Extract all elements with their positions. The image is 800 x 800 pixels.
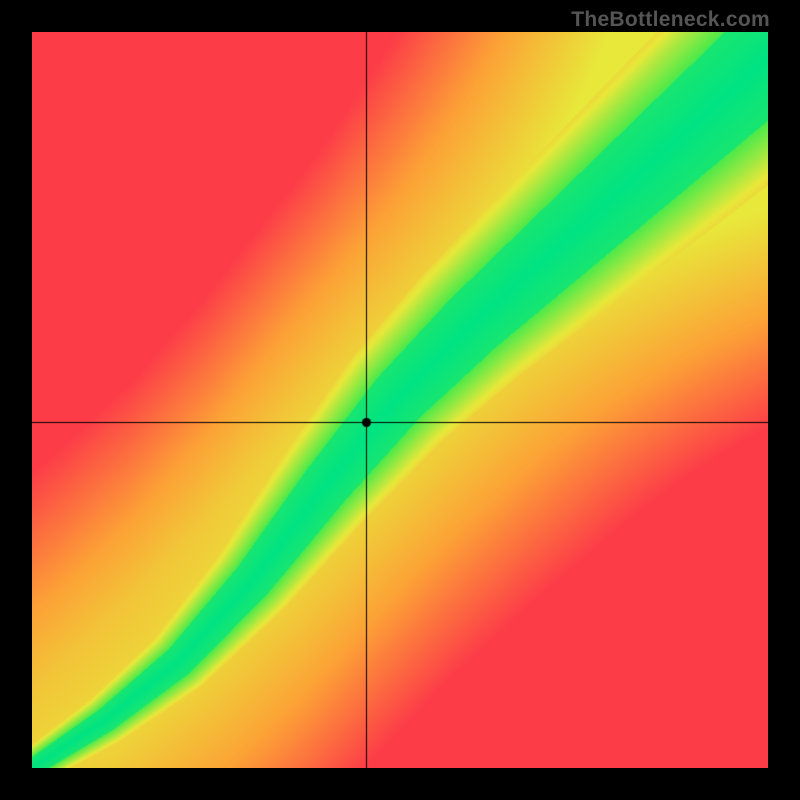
watermark-label: TheBottleneck.com (571, 8, 770, 32)
bottleneck-heatmap (32, 32, 768, 768)
